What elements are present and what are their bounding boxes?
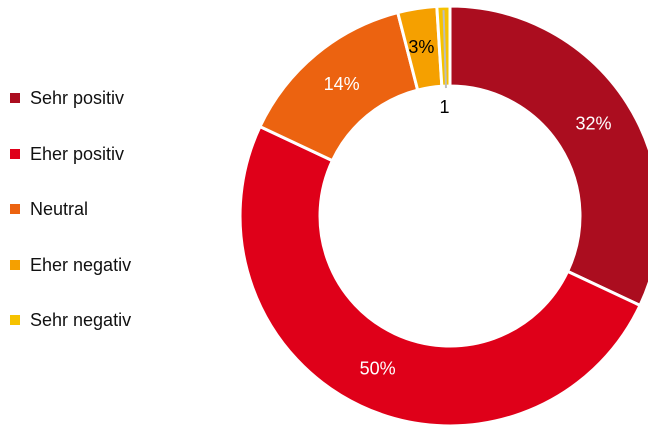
data-label-eher-negativ: 3% <box>408 37 434 57</box>
legend-label-sehr-negativ: Sehr negativ <box>30 310 132 330</box>
legend-item-neutral: Neutral <box>10 195 131 223</box>
legend-item-sehr-positiv: Sehr positiv <box>10 84 131 112</box>
legend-item-eher-negativ: Eher negativ <box>10 251 131 279</box>
legend-swatch-eher-positiv <box>10 148 20 159</box>
legend-label-neutral: Neutral <box>30 199 89 219</box>
legend-swatch-neutral <box>10 204 20 214</box>
legend-swatch-sehr-positiv <box>10 93 20 103</box>
chart-legend: Sehr positiv Eher positiv Neutral Eher n… <box>10 84 131 362</box>
legend-label-eher-negativ: Eher negativ <box>30 254 132 275</box>
leader-line-sehr-negativ <box>442 10 447 89</box>
data-label-eher-positiv: 50% <box>360 359 396 379</box>
data-label-sehr-negativ: 1 <box>439 97 449 117</box>
legend-swatch-sehr-negativ <box>10 315 20 325</box>
data-label-neutral: 14% <box>324 74 360 94</box>
data-label-sehr-positiv: 32% <box>576 114 612 134</box>
donut-slice-sehr-positiv <box>448 4 648 308</box>
legend-swatch-eher-negativ <box>10 259 20 270</box>
donut-slice-eher-positiv <box>238 124 643 425</box>
legend-label-sehr-positiv: Sehr positiv <box>30 88 125 108</box>
legend-item-eher-positiv: Eher positiv <box>10 140 131 168</box>
legend-item-sehr-negativ: Sehr negativ <box>10 306 131 334</box>
donut-slice-sehr-negativ <box>435 4 452 88</box>
legend-label-eher-positiv: Eher positiv <box>30 143 125 164</box>
